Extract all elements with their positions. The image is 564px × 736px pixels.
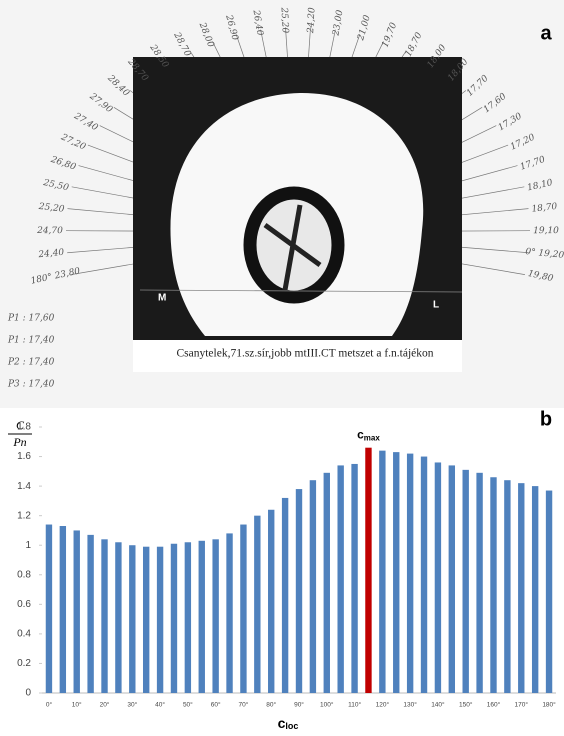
x-tick-label: 180° xyxy=(542,701,556,709)
y-tick-label: 1.6 xyxy=(17,451,31,462)
x-tick-label: 20° xyxy=(100,701,110,709)
radial-label: 24,20 xyxy=(306,7,317,35)
bar xyxy=(142,546,150,693)
x-tick-label: 0° xyxy=(46,701,53,709)
handwritten-note: P2 : 17,40 xyxy=(7,358,55,368)
bar xyxy=(226,533,233,693)
x-tick-label: 10° xyxy=(72,701,82,709)
x-tick-label: 140° xyxy=(431,701,445,709)
bar xyxy=(545,490,553,693)
y-tick-label: 0.6 xyxy=(17,599,31,610)
y-label-denominator: Pn xyxy=(12,435,26,449)
side-label: L xyxy=(433,300,439,311)
x-tick-label: 120° xyxy=(376,701,390,709)
panel-label: a xyxy=(540,22,552,44)
bar xyxy=(518,483,525,693)
x-tick-label: 130° xyxy=(403,701,417,709)
radial-label: 0° 19,20 xyxy=(525,247,564,261)
radial-label: 25,20 xyxy=(37,202,65,215)
y-tick-label: 1.8 xyxy=(17,422,31,433)
bar xyxy=(101,539,108,693)
annotation-main: c xyxy=(357,428,364,442)
bar xyxy=(59,526,67,693)
caption: Csanytelek,71.sz.sír,jobb mtIII.CT metsz… xyxy=(176,348,433,360)
radial-label: 26,40 xyxy=(250,8,264,36)
side-label: M xyxy=(158,293,166,304)
bar xyxy=(462,469,469,693)
annotation: cmax xyxy=(357,428,380,443)
bar xyxy=(309,480,317,693)
bar xyxy=(490,477,497,693)
x-tick-label: 150° xyxy=(459,701,473,709)
caption-strip xyxy=(133,340,462,372)
bar xyxy=(434,462,442,693)
handwritten-note: P3 : 17,40 xyxy=(7,380,55,390)
bar xyxy=(323,472,330,693)
x-axis-label: cloc xyxy=(278,715,299,732)
y-tick-label: 0 xyxy=(25,688,31,699)
bar xyxy=(198,540,205,693)
y-label-numerator: C xyxy=(16,418,25,432)
handwritten-note: P1 : 17,40 xyxy=(7,336,55,346)
y-tick-label: 1.2 xyxy=(17,510,31,521)
y-tick-label: 0.2 xyxy=(17,658,31,669)
x-tick-label: 170° xyxy=(515,701,529,709)
radial-label: 18,70 xyxy=(531,202,558,215)
bar xyxy=(240,524,247,693)
x-tick-label: 50° xyxy=(183,701,193,709)
bar xyxy=(365,447,372,693)
x-tick-label: 100° xyxy=(320,701,334,709)
bar xyxy=(393,452,400,693)
radial-label: 19,10 xyxy=(533,226,559,236)
x-tick-label: 40° xyxy=(155,701,165,709)
radial-label: 24,40 xyxy=(37,248,65,261)
bar xyxy=(184,542,192,693)
x-label-sub: loc xyxy=(285,721,298,731)
x-label-main: c xyxy=(278,715,286,731)
radial-label: 24,70 xyxy=(36,226,63,236)
radial-label: 25,20 xyxy=(278,6,289,34)
bar xyxy=(87,534,94,693)
y-tick-label: 1.4 xyxy=(17,481,31,492)
bar xyxy=(212,539,219,693)
bar xyxy=(337,465,344,693)
radial-label: 23,00 xyxy=(331,9,345,37)
bar xyxy=(115,542,122,693)
bar xyxy=(448,465,456,693)
annotation-sub: max xyxy=(364,434,381,443)
bar xyxy=(476,472,483,693)
x-tick-label: 70° xyxy=(239,701,249,709)
x-tick-label: 90° xyxy=(294,701,304,709)
bar xyxy=(254,515,261,693)
bar xyxy=(406,453,414,693)
axis-line xyxy=(139,289,463,293)
bar xyxy=(531,486,539,693)
x-tick-label: 110° xyxy=(348,701,361,709)
x-tick-label: 60° xyxy=(211,701,221,709)
bar xyxy=(281,497,289,693)
x-tick-label: 80° xyxy=(266,701,276,709)
x-tick-label: 160° xyxy=(487,701,501,709)
bar xyxy=(504,480,511,693)
bar xyxy=(268,509,275,693)
marrow-trabeculae xyxy=(263,204,322,291)
y-tick-label: 0.4 xyxy=(17,629,31,640)
bar xyxy=(351,463,358,693)
bar xyxy=(170,543,178,693)
y-tick-label: 0.8 xyxy=(17,569,31,580)
panel-label: b xyxy=(540,408,552,430)
y-tick-label: 1 xyxy=(25,540,31,551)
bar xyxy=(156,546,164,693)
bar xyxy=(129,545,136,693)
bar xyxy=(73,530,80,693)
bar xyxy=(45,524,53,693)
bar xyxy=(295,489,303,693)
bar xyxy=(420,456,428,693)
handwritten-note: P1 : 17,60 xyxy=(7,314,55,324)
x-tick-label: 30° xyxy=(127,701,137,709)
bar xyxy=(379,450,386,693)
